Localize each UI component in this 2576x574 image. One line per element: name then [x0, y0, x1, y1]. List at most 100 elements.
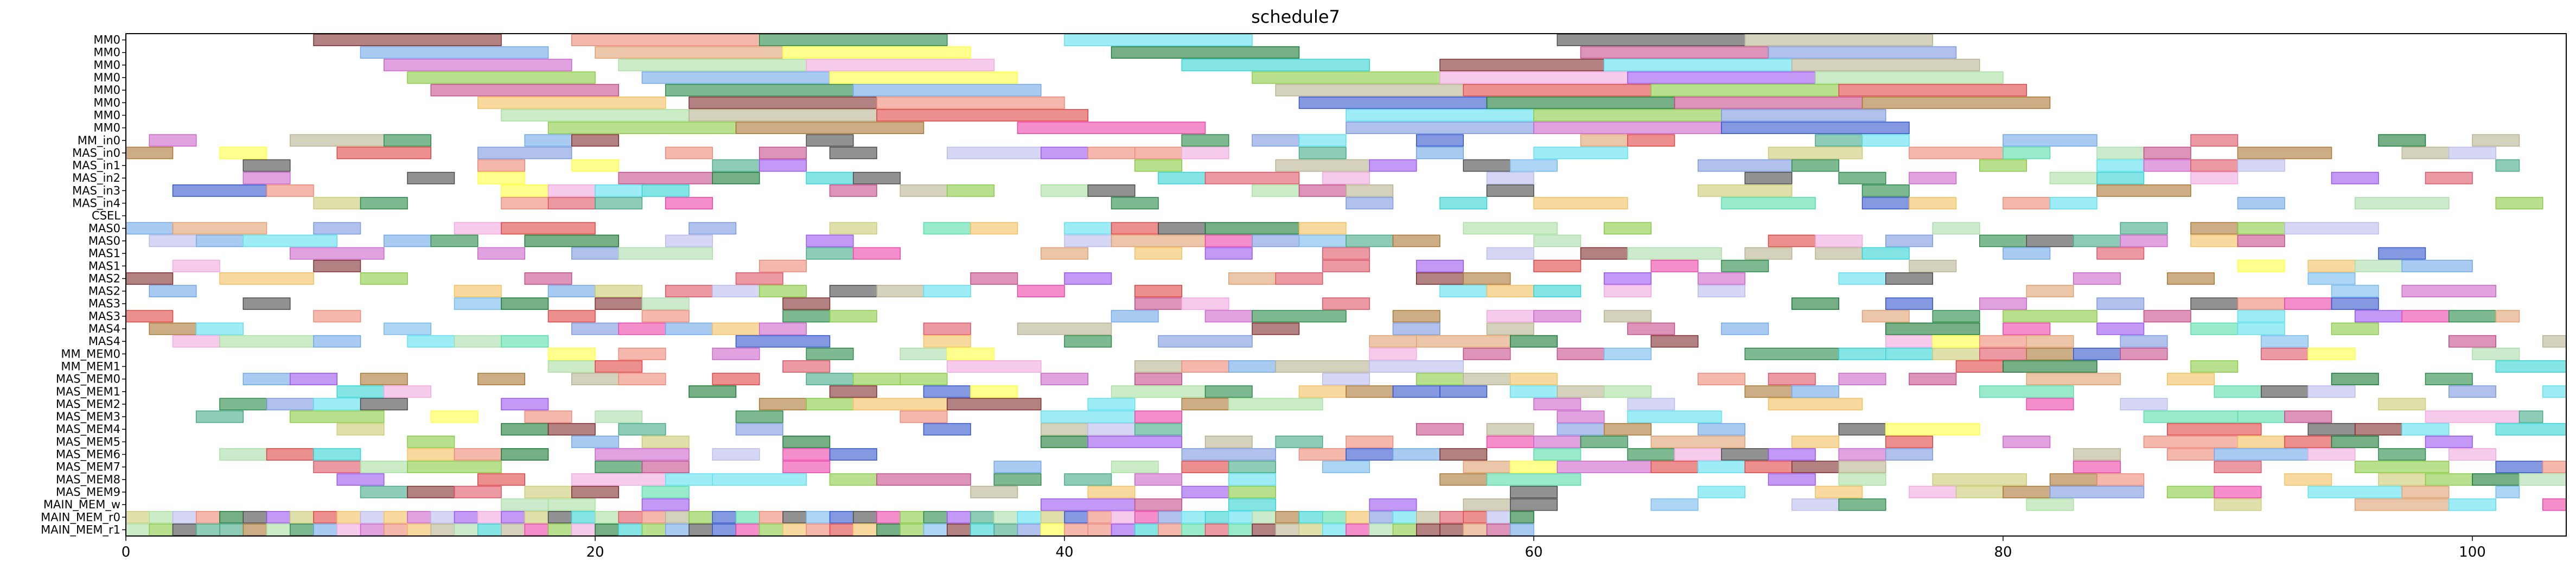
task-bar: [1158, 335, 1253, 348]
task-bar: [618, 322, 666, 335]
task-bar: [313, 448, 361, 461]
task-bar: [1134, 285, 1182, 297]
task-bar: [547, 423, 596, 436]
task-bar: [336, 524, 361, 536]
task-bar: [1557, 410, 1605, 423]
task-bar: [1909, 197, 1957, 209]
task-bar: [618, 59, 807, 72]
task-bar: [1674, 448, 1722, 461]
task-bar: [595, 285, 643, 297]
task-bar: [641, 511, 666, 524]
task-bar: [477, 96, 666, 109]
y-tick-label: MAS_in0: [72, 146, 120, 160]
task-bar: [477, 171, 525, 184]
task-bar: [735, 511, 760, 524]
task-bar: [1017, 285, 1065, 297]
task-bar: [1228, 398, 1323, 411]
task-bar: [993, 461, 1042, 474]
task-bar: [313, 259, 361, 272]
task-bar: [149, 524, 174, 536]
task-bar: [1486, 511, 1511, 524]
task-bar: [1017, 511, 1042, 524]
task-bar: [384, 234, 431, 247]
task-bar: [430, 84, 619, 97]
task-bar: [430, 524, 455, 536]
y-tick-label: MAS0: [88, 234, 120, 247]
task-bar: [360, 197, 408, 209]
task-bar: [1041, 247, 1088, 260]
task-bar: [219, 272, 314, 285]
task-bar: [290, 410, 385, 423]
task-bar: [618, 347, 666, 360]
task-bar: [829, 385, 877, 398]
task-bar: [1204, 171, 1300, 184]
task-bar: [1181, 360, 1229, 373]
task-bar: [149, 322, 197, 335]
task-bar: [1486, 96, 1675, 109]
task-bar: [1181, 59, 1370, 72]
y-tick-label: MM0: [93, 71, 120, 84]
task-bar: [618, 171, 713, 184]
task-bar: [1322, 247, 1370, 260]
task-bar: [524, 511, 549, 524]
task-bar: [2167, 448, 2215, 461]
task-bar: [1298, 511, 1323, 524]
task-bar: [1791, 59, 1980, 72]
task-bar: [1134, 410, 1182, 423]
task-bar: [547, 511, 572, 524]
task-bar: [360, 272, 408, 285]
bars-layer: [125, 34, 2567, 536]
task-bar: [2401, 285, 2496, 297]
task-bar: [1909, 373, 1957, 386]
task-bar: [407, 486, 455, 499]
task-bar: [641, 297, 690, 310]
task-bar: [1486, 423, 1534, 436]
task-bar: [2214, 461, 2262, 474]
task-bar: [2307, 385, 2356, 398]
task-bar: [618, 423, 666, 436]
task-bar: [1087, 486, 1136, 499]
task-bar: [430, 234, 479, 247]
task-bar: [336, 146, 431, 160]
task-bar: [1369, 335, 1417, 348]
task-bar: [1181, 146, 1229, 160]
task-bar: [219, 448, 267, 461]
task-bar: [853, 511, 877, 524]
y-tick-label: MM0: [93, 46, 120, 59]
y-tick-labels: MM0MM0MM0MM0MM0MM0MM0MM0MM_in0MAS_in0MAS…: [41, 34, 126, 537]
task-bar: [1228, 360, 1276, 373]
task-bar: [2143, 146, 2191, 160]
task-bar: [2190, 134, 2239, 147]
task-bar: [1392, 234, 1440, 247]
task-bar: [524, 134, 572, 147]
task-bar: [313, 34, 502, 46]
task-bar: [360, 398, 408, 411]
task-bar: [595, 197, 643, 209]
task-bar: [759, 524, 783, 536]
task-bar: [2261, 335, 2309, 348]
task-bar: [1111, 385, 1206, 398]
task-bar: [1439, 285, 1488, 297]
task-bar: [313, 461, 361, 474]
task-bar: [1627, 410, 1722, 423]
task-bar: [1134, 423, 1182, 436]
task-bar: [1533, 435, 1582, 448]
task-bar: [2495, 159, 2520, 172]
y-tick-label: MAS_MEM8: [56, 473, 120, 487]
y-tick-label: MM_MEM0: [61, 347, 120, 361]
task-bar: [2120, 335, 2168, 348]
y-tick-label: MAS_in1: [72, 159, 120, 173]
task-bar: [782, 511, 807, 524]
task-bar: [1252, 71, 1440, 84]
task-bar: [806, 347, 854, 360]
task-bar: [923, 385, 971, 398]
task-bar: [876, 473, 971, 486]
y-tick-label: MAS0: [88, 222, 120, 235]
task-bar: [501, 222, 596, 235]
task-bar: [407, 461, 502, 474]
task-bar: [1204, 222, 1300, 235]
task-bar: [2190, 159, 2239, 172]
task-bar: [782, 435, 831, 448]
task-bar: [2003, 247, 2051, 260]
